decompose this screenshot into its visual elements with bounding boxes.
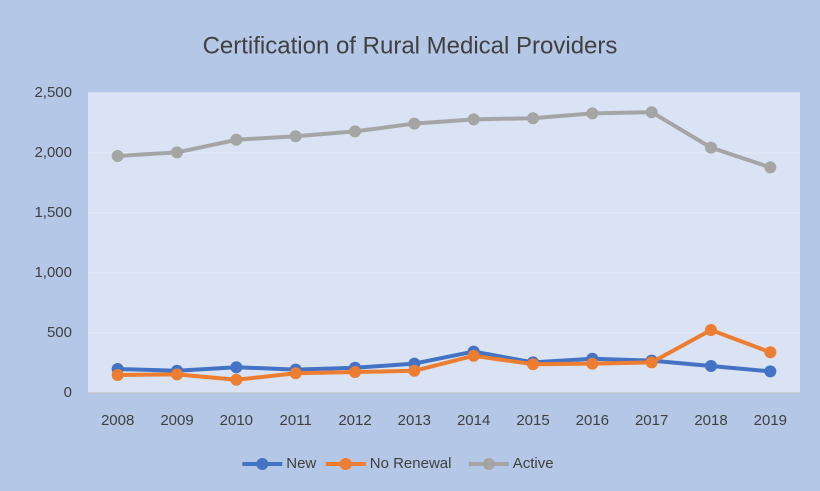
data-point <box>764 346 777 359</box>
data-point <box>408 364 421 377</box>
data-point <box>467 113 480 126</box>
x-tick-label: 2011 <box>280 412 312 429</box>
y-tick-label: 1,000 <box>34 264 72 281</box>
data-point <box>705 324 717 336</box>
x-tick-label: 2012 <box>338 412 371 429</box>
data-point <box>230 373 243 386</box>
data-point <box>527 358 539 371</box>
data-point <box>349 366 361 378</box>
y-tick-label: 2,500 <box>34 84 72 101</box>
data-point <box>111 150 124 162</box>
x-tick-label: 2015 <box>516 412 549 429</box>
data-point <box>705 141 717 154</box>
data-point <box>586 107 599 120</box>
x-tick-label: 2008 <box>101 412 134 429</box>
y-tick-label: 500 <box>47 324 72 341</box>
data-point <box>645 356 658 369</box>
data-point <box>230 361 243 374</box>
y-tick-label: 0 <box>64 384 72 401</box>
data-point <box>171 146 183 159</box>
x-tick-label: 2009 <box>160 412 193 429</box>
data-point <box>349 125 361 138</box>
x-tick-label: 2016 <box>576 412 609 429</box>
data-point <box>467 349 480 362</box>
data-point <box>764 365 777 378</box>
legend-label: Active <box>513 455 554 472</box>
data-point <box>705 360 717 372</box>
data-point <box>230 133 243 146</box>
chart-title: Certification of Rural Medical Providers <box>203 32 618 59</box>
y-tick-label: 1,500 <box>34 204 72 221</box>
legend-marker <box>256 458 269 470</box>
data-point <box>764 161 777 174</box>
legend-label: No Renewal <box>370 455 452 472</box>
y-tick-label: 2,000 <box>34 144 72 161</box>
series-line <box>117 349 771 374</box>
x-tick-label: 2014 <box>457 412 490 429</box>
data-point <box>171 368 183 381</box>
x-tick-label: 2017 <box>635 412 668 429</box>
legend-label: New <box>286 455 316 472</box>
x-tick-label: 2013 <box>398 412 431 429</box>
data-point <box>527 112 539 125</box>
legend-marker <box>339 458 352 470</box>
data-point <box>289 367 302 380</box>
x-tick-label: 2010 <box>220 412 253 429</box>
data-point <box>289 130 302 143</box>
data-point <box>645 106 658 119</box>
x-tick-label: 2019 <box>754 412 787 429</box>
plot-area <box>88 93 800 393</box>
legend-marker <box>482 458 495 470</box>
x-tick-label: 2018 <box>694 412 727 429</box>
series-line <box>117 328 772 382</box>
data-point <box>111 369 124 381</box>
data-point <box>586 357 599 370</box>
data-point <box>408 117 421 130</box>
series-line <box>117 110 771 170</box>
